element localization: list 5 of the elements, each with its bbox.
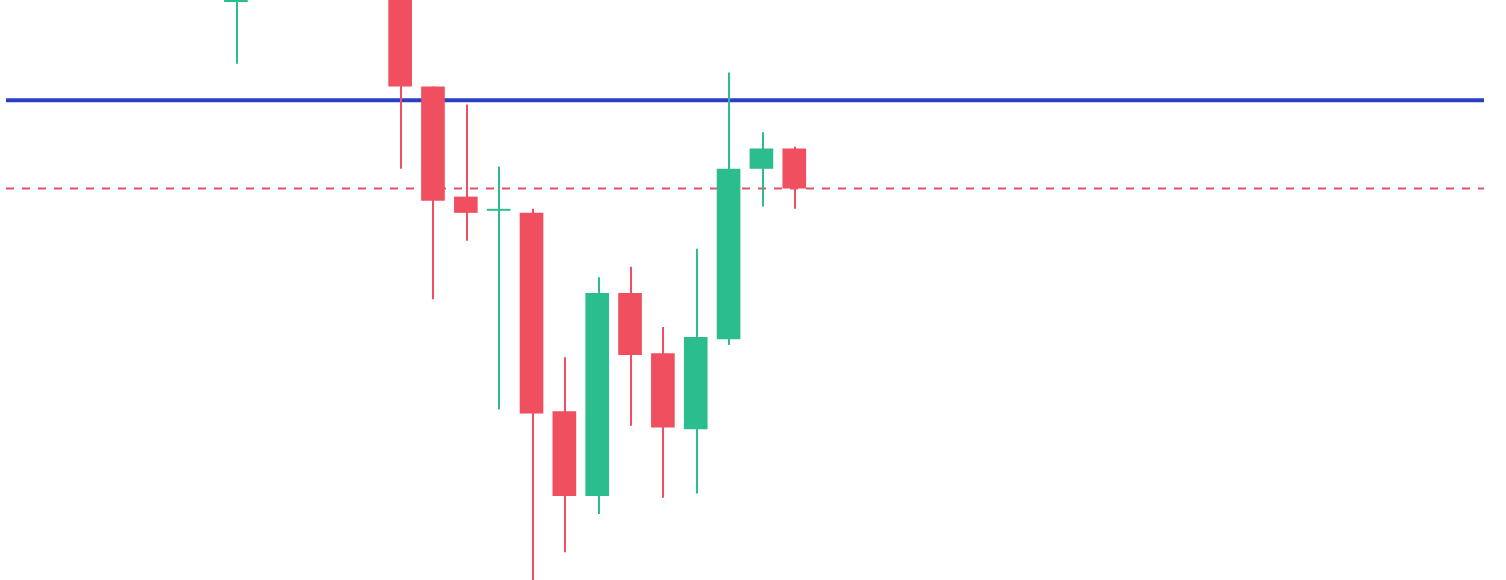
candlestick (486, 165, 511, 411)
candlestick (454, 103, 478, 242)
candlestick (782, 145, 807, 210)
candlestick (749, 131, 774, 208)
candlestick (224, 0, 248, 65)
